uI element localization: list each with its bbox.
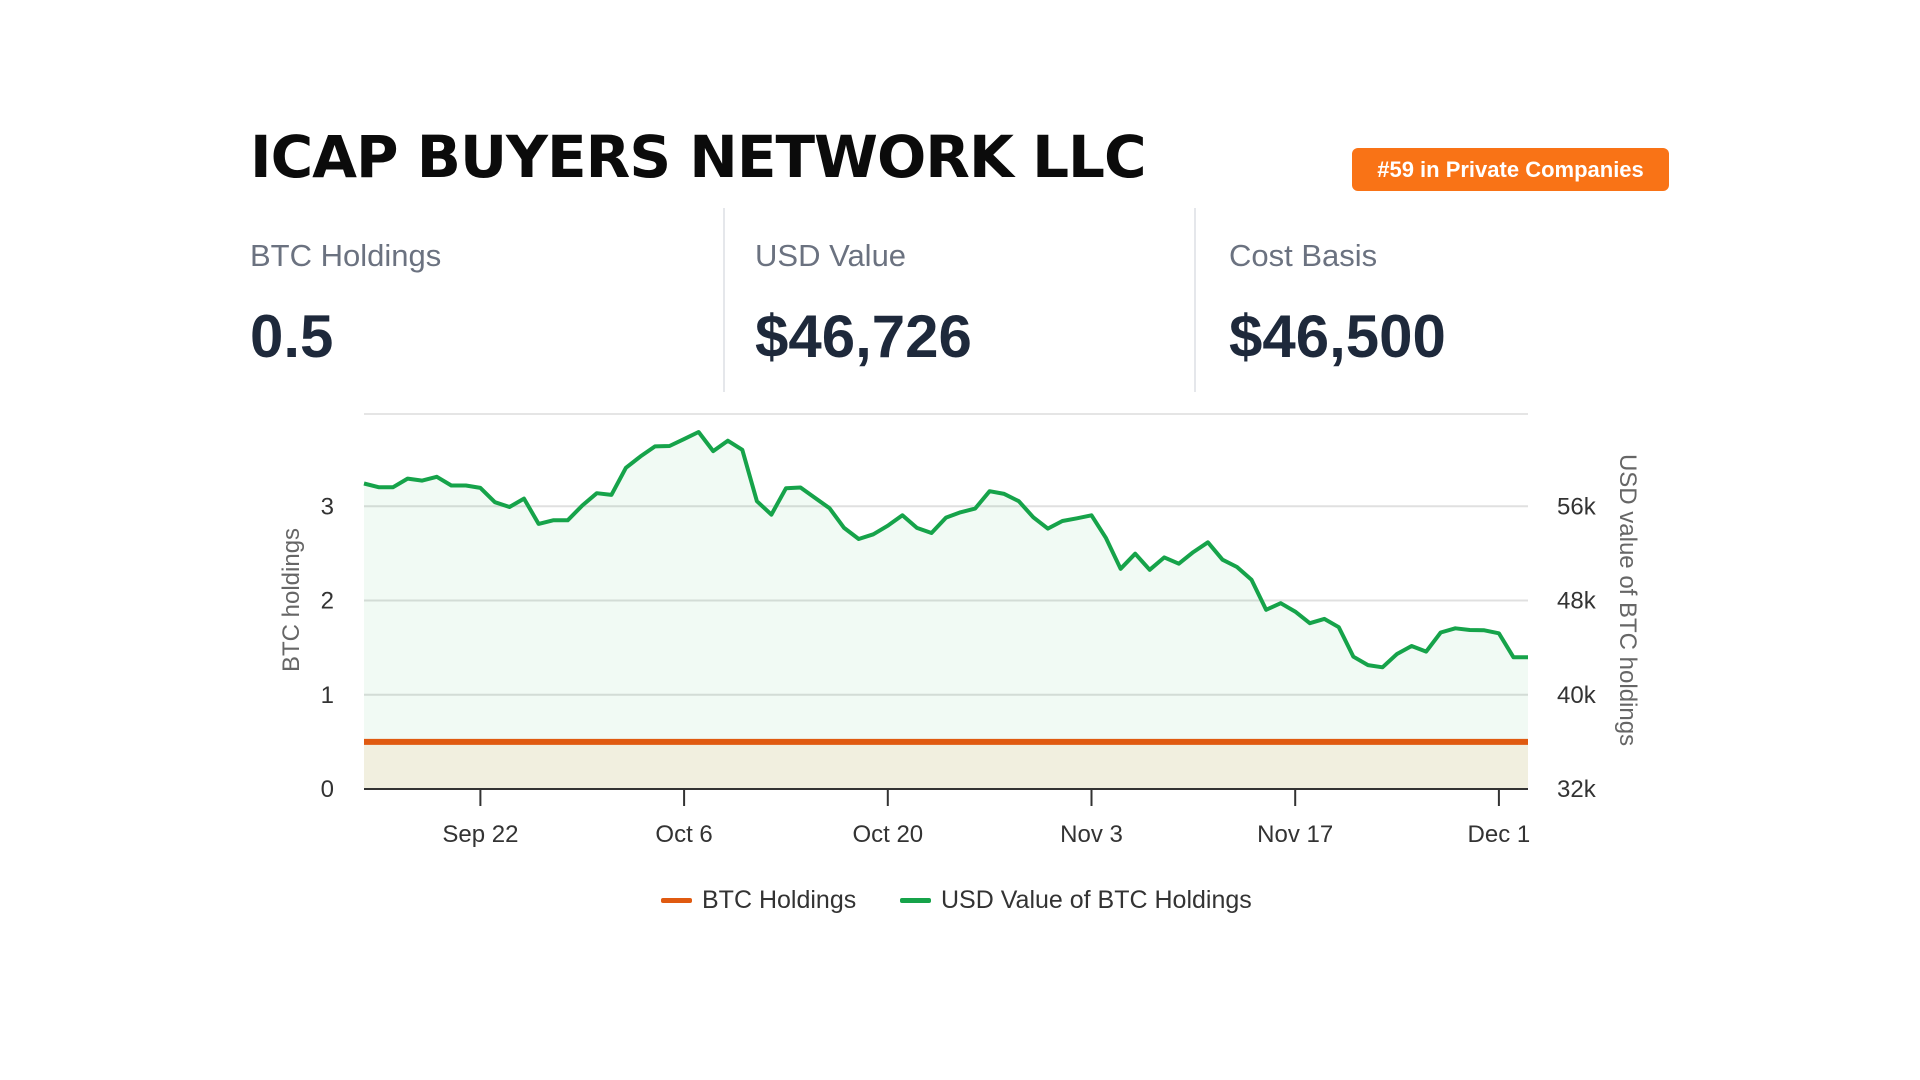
rank-badge[interactable]: #59 in Private Companies bbox=[1352, 148, 1669, 191]
stat-label: Cost Basis bbox=[1229, 238, 1378, 273]
stat-value: 0.5 bbox=[250, 303, 334, 370]
x-tick-label: Oct 6 bbox=[655, 821, 712, 848]
legend-label: USD Value of BTC Holdings bbox=[941, 886, 1252, 914]
btc-area bbox=[364, 741, 1528, 789]
divider bbox=[723, 208, 725, 392]
x-tick-label: Nov 3 bbox=[1060, 821, 1123, 848]
legend-item-usd[interactable]: USD Value of BTC Holdings bbox=[900, 886, 1252, 915]
stat-value: $46,726 bbox=[755, 303, 972, 370]
stat-label: BTC Holdings bbox=[250, 238, 442, 273]
stat-btc-holdings: BTC Holdings 0.5 bbox=[250, 232, 441, 372]
legend-item-btc[interactable]: BTC Holdings bbox=[661, 886, 856, 915]
left-tick-label: 2 bbox=[321, 588, 334, 615]
right-axis-title: USD value of BTC holdings bbox=[1614, 454, 1641, 746]
left-tick-label: 0 bbox=[321, 776, 334, 803]
right-tick-label: 32k bbox=[1557, 776, 1597, 803]
x-tick-label: Oct 20 bbox=[852, 821, 923, 848]
x-tick-label: Nov 17 bbox=[1257, 821, 1333, 848]
legend-swatch-usd bbox=[900, 898, 931, 903]
left-tick-label: 3 bbox=[321, 493, 334, 520]
stat-value: $46,500 bbox=[1229, 303, 1446, 370]
usd-value-line bbox=[363, 430, 1528, 670]
divider bbox=[1194, 208, 1196, 392]
legend-swatch-btc bbox=[661, 898, 692, 903]
left-axis-title: BTC holdings bbox=[278, 528, 305, 672]
stat-label: USD Value bbox=[755, 238, 907, 273]
right-tick-label: 40k bbox=[1557, 682, 1597, 709]
company-title: ICAP BUYERS NETWORK LLC bbox=[250, 123, 1147, 191]
legend-label: BTC Holdings bbox=[702, 886, 857, 914]
right-tick-label: 56k bbox=[1557, 493, 1597, 520]
x-tick-label: Sep 22 bbox=[442, 821, 518, 848]
left-tick-label: 1 bbox=[321, 682, 334, 709]
x-tick-label: Dec 1 bbox=[1468, 821, 1531, 848]
stat-cost-basis: Cost Basis $46,500 bbox=[1229, 232, 1446, 372]
right-tick-label: 48k bbox=[1557, 588, 1597, 615]
usd-area bbox=[364, 432, 1528, 789]
stat-usd-value: USD Value $46,726 bbox=[755, 232, 972, 372]
